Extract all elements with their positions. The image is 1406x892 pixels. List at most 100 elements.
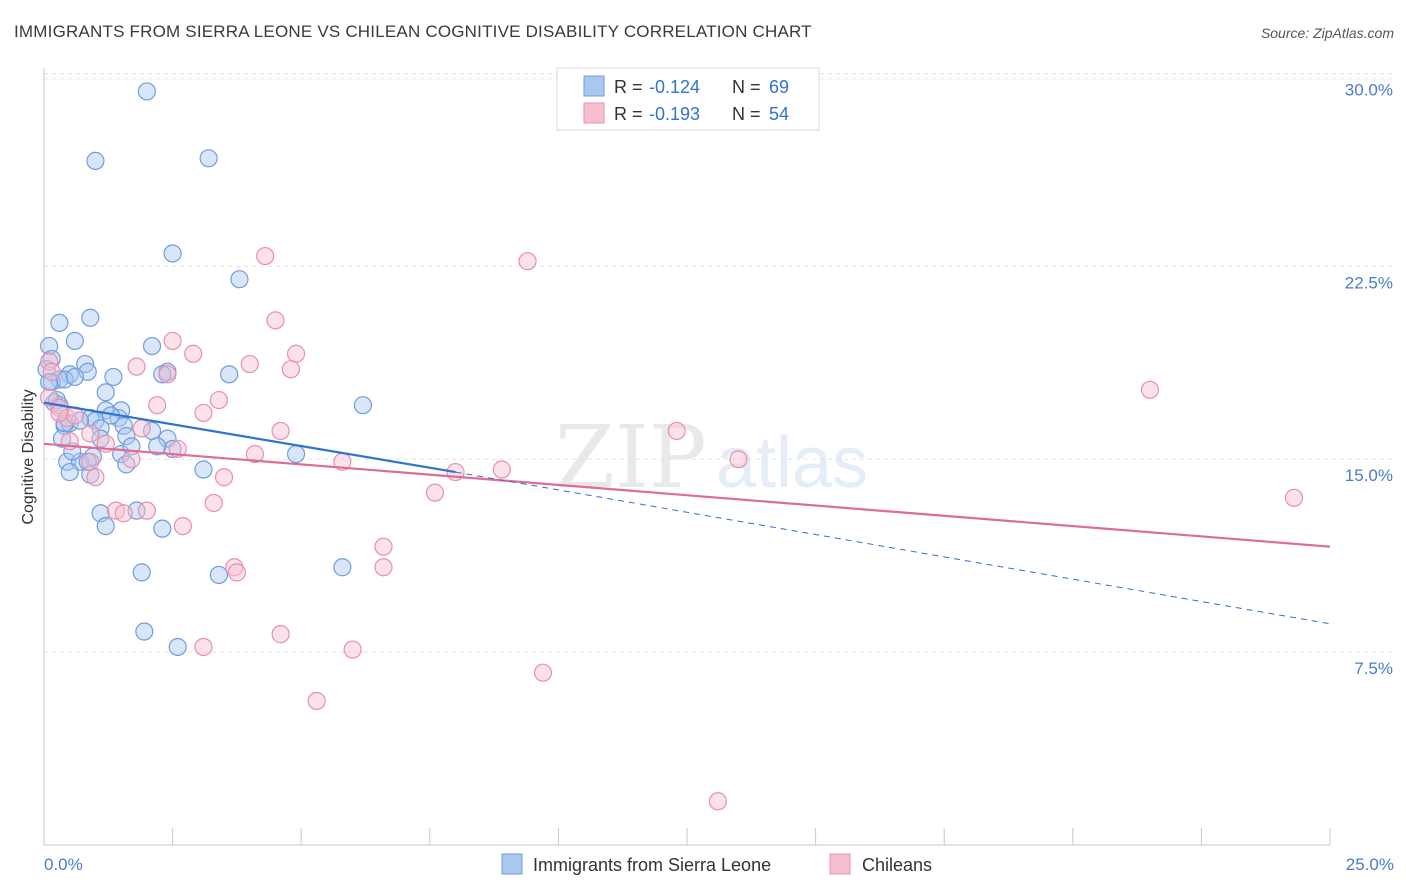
- chilean-point: [518, 252, 537, 271]
- sierra-leone-point: [114, 416, 133, 435]
- chilean-point: [425, 483, 445, 502]
- chilean-point: [245, 444, 265, 464]
- sierra-leone-point: [96, 516, 115, 536]
- chilean-point: [256, 246, 275, 266]
- bottom-legend: Immigrants from Sierra Leone Chileans: [501, 853, 932, 875]
- sierra-leone-point: [148, 437, 167, 456]
- legend-swatch-blue: [583, 75, 605, 97]
- sierra-leone-point: [60, 365, 79, 384]
- chilean-point: [148, 396, 167, 415]
- sierra-leone-point: [168, 637, 187, 657]
- watermark-atlas: atlas: [716, 423, 868, 503]
- series-chileans-points: [40, 246, 1304, 811]
- sierra-leone-point: [42, 349, 61, 369]
- sierra-leone-point: [153, 519, 172, 538]
- sierra-leone-point: [135, 622, 154, 641]
- chilean-point: [81, 424, 100, 443]
- chilean-point: [86, 468, 105, 487]
- chilean-point: [271, 421, 290, 441]
- sierra-leone-point: [81, 465, 100, 484]
- legend-n-label-pink: N =: [732, 104, 761, 124]
- chilean-point: [42, 362, 61, 381]
- sierra-leone-point: [142, 336, 162, 356]
- source-label: Source: ZipAtlas.com: [1260, 25, 1394, 41]
- legend-n-value-blue: 69: [769, 77, 789, 97]
- y-tick-labels: 7.5% 15.0% 22.5% 30.0%: [1345, 80, 1393, 678]
- chilean-point: [81, 452, 100, 471]
- sierra-leone-point: [209, 565, 228, 585]
- trend-lines: [43, 401, 1331, 625]
- legend-swatch-pink: [583, 102, 605, 124]
- sierra-leone-point: [50, 313, 69, 333]
- chilean-point: [137, 501, 156, 520]
- chilean-point: [729, 450, 748, 469]
- chilean-point: [122, 450, 141, 469]
- y-tick-label: 15.0%: [1345, 466, 1393, 485]
- sierra-leone-point: [153, 365, 172, 384]
- chart-title: IMMIGRANTS FROM SIERRA LEONE VS CHILEAN …: [14, 22, 812, 41]
- series-sierra-leone-points: [37, 82, 373, 657]
- sierra-leone-point: [163, 244, 182, 263]
- stats-legend: R = -0.124 N = 69 R = -0.193 N = 54: [556, 67, 820, 131]
- chilean-point: [240, 354, 259, 374]
- sierra-leone-point: [194, 460, 213, 479]
- chilean-point: [163, 331, 182, 351]
- legend-r-label-blue: R =: [614, 77, 643, 97]
- chilean-point: [158, 365, 177, 384]
- x-tick-label-max: 25.0%: [1346, 855, 1394, 874]
- chilean-point: [173, 516, 192, 536]
- chilean-point: [266, 311, 285, 330]
- sierra-leone-point: [65, 331, 84, 351]
- y-tick-label: 22.5%: [1345, 273, 1393, 292]
- chilean-point: [708, 792, 727, 811]
- chilean-point: [184, 344, 203, 363]
- bottom-legend-swatch-pink: [829, 853, 851, 875]
- bottom-legend-swatch-blue: [501, 853, 523, 875]
- chilean-point: [225, 558, 244, 577]
- bottom-legend-label-pink: Chileans: [862, 855, 932, 875]
- sierra-leone-point: [137, 82, 156, 101]
- sierra-leone-point: [132, 563, 151, 582]
- chilean-point: [271, 625, 290, 644]
- chilean-point: [307, 691, 326, 711]
- chilean-point: [343, 640, 362, 659]
- sierra-leone-point: [117, 426, 136, 446]
- chilean-point: [1284, 488, 1304, 507]
- sierra-leone-point: [60, 462, 79, 482]
- legend-r-label-pink: R =: [614, 104, 643, 124]
- sierra-leone-point: [353, 396, 373, 415]
- bottom-legend-label-blue: Immigrants from Sierra Leone: [533, 855, 771, 875]
- chilean-point: [40, 352, 59, 371]
- sierra-leone-point: [104, 367, 123, 387]
- sierra-leone-point: [65, 367, 84, 387]
- sierra-leone-point: [58, 452, 77, 471]
- chilean-point: [204, 493, 223, 513]
- sierra-leone-point: [286, 444, 306, 464]
- sierra-leone-point: [230, 270, 249, 289]
- legend-n-value-pink: 54: [769, 104, 789, 124]
- sierra-leone-trend-extension: [455, 471, 1331, 625]
- sierra-leone-point: [96, 383, 115, 402]
- sierra-leone-point: [40, 372, 59, 392]
- chilean-point: [533, 663, 553, 682]
- sierra-leone-point: [81, 308, 100, 327]
- chilean-point: [194, 403, 213, 423]
- chilean-point: [132, 419, 151, 438]
- legend-r-value-blue: -0.124: [649, 77, 700, 97]
- x-axis-ticks: [43, 828, 1331, 845]
- sierra-leone-point: [117, 455, 136, 474]
- chilean-point: [374, 558, 393, 577]
- chilean-point: [492, 460, 511, 479]
- sierra-leone-point: [333, 558, 352, 577]
- y-axis-label: Cognitive Disability: [20, 389, 37, 524]
- sierra-leone-point: [91, 429, 110, 448]
- watermark: ZIP atlas: [555, 408, 868, 508]
- y-tick-label: 7.5%: [1354, 659, 1393, 678]
- chilean-point: [1140, 380, 1160, 399]
- chilean-point: [114, 504, 133, 523]
- chilean-trend-line: [43, 442, 1331, 548]
- chilean-point: [667, 421, 686, 441]
- chilean-point: [127, 357, 146, 376]
- sierra-leone-point: [199, 149, 218, 168]
